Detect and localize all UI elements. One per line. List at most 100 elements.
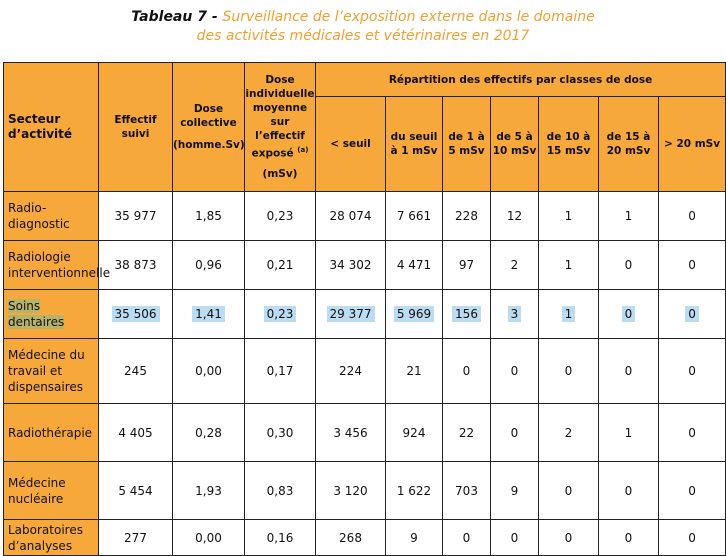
cell-class-1: 268 bbox=[315, 519, 386, 556]
cell-class-3: 22 bbox=[442, 403, 491, 462]
cell-value: 0 bbox=[688, 425, 696, 440]
cell-class-7: 0 bbox=[657, 519, 726, 556]
cell-value: 2 bbox=[510, 258, 519, 272]
cell-sector: Radiothérapie bbox=[3, 403, 99, 462]
cell-sector: Médecine du travail et dispensaires bbox=[3, 338, 99, 404]
cell-class-6: 1 bbox=[598, 403, 659, 462]
cell-class-5: 0 bbox=[538, 519, 599, 556]
cell-class-4: 0 bbox=[490, 519, 539, 556]
sector-label: Médecine du travail et dispensaires bbox=[8, 348, 85, 394]
header-effectif: Effectif suivi bbox=[98, 62, 173, 192]
cell-dose-individuelle: 0,23 bbox=[244, 289, 316, 339]
header-repartition: Répartition des effectifs par classes de… bbox=[314, 62, 726, 97]
cell-class-5: 1 bbox=[538, 289, 599, 339]
cell-dose-collective: 0,28 bbox=[172, 403, 245, 462]
cell-dose-collective: 0,96 bbox=[172, 240, 245, 290]
sector-label: Laboratoires d’analyses bbox=[8, 522, 83, 553]
cell-value: 34 302 bbox=[329, 258, 372, 272]
header-class-1: < seuil bbox=[315, 96, 386, 192]
cell-class-5: 0 bbox=[538, 338, 599, 404]
cell-effectif: 245 bbox=[98, 338, 173, 404]
cell-value: 1 bbox=[564, 258, 573, 272]
cell-sector: Radio-diagnostic bbox=[3, 191, 99, 241]
cell-class-4: 0 bbox=[490, 338, 539, 404]
cell-value: 0 bbox=[624, 483, 633, 498]
cell-value: 97 bbox=[458, 258, 475, 272]
cell-class-5: 2 bbox=[538, 403, 599, 462]
dose-surveillance-table: Secteur d’activité Effectif suivi Dose c… bbox=[3, 62, 726, 556]
cell-value: 35 977 bbox=[114, 209, 157, 223]
cell-value: 4 405 bbox=[118, 425, 153, 440]
cell-class-3: 0 bbox=[442, 338, 491, 404]
cell-value: 0,96 bbox=[195, 258, 222, 272]
sector-label: Soins dentaires bbox=[8, 299, 65, 329]
header-class-3: de 1 à 5 mSv bbox=[442, 96, 491, 192]
cell-dose-individuelle: 0,21 bbox=[244, 240, 316, 290]
cell-value: 0 bbox=[624, 364, 633, 378]
cell-value: 0 bbox=[688, 530, 696, 545]
table-row: Radiologie interventionnelle 38 873 0,96 0,… bbox=[3, 240, 726, 290]
cell-value: 3 456 bbox=[333, 425, 368, 440]
header-class-7: > 20 mSv bbox=[657, 96, 726, 192]
cell-class-5: 0 bbox=[538, 461, 599, 520]
cell-effectif: 35 977 bbox=[98, 191, 173, 241]
cell-dose-collective: 0,00 bbox=[172, 519, 245, 556]
cell-class-2: 9 bbox=[385, 519, 443, 556]
cell-sector: Laboratoires d’analyses bbox=[3, 519, 99, 556]
cell-class-7: 0 bbox=[657, 191, 726, 241]
table-row: Médecine du travail et dispensaires 245 0,… bbox=[3, 338, 726, 404]
cell-value: 9 bbox=[410, 530, 418, 545]
cell-class-1: 34 302 bbox=[315, 240, 386, 290]
cell-class-2: 924 bbox=[385, 403, 443, 462]
cell-class-6: 0 bbox=[598, 240, 659, 290]
cell-value: 268 bbox=[339, 530, 362, 545]
cell-class-7: 0 bbox=[657, 240, 726, 290]
cell-class-6: 1 bbox=[598, 191, 659, 241]
cell-dose-collective: 1,93 bbox=[172, 461, 245, 520]
cell-value: 0,83 bbox=[266, 483, 294, 498]
cell-value: 277 bbox=[124, 530, 147, 545]
cell-class-4: 3 bbox=[490, 289, 539, 339]
cell-value: 0,00 bbox=[195, 530, 222, 545]
cell-value: 0 bbox=[685, 306, 699, 322]
cell-value: 5 969 bbox=[393, 306, 435, 322]
header-class-2: du seuil à 1 mSv bbox=[385, 96, 443, 192]
table-row: Radiothérapie 4 405 0,28 0,30 3 456 924 22 0 2 1 0 bbox=[3, 403, 726, 462]
cell-dose-collective: 0,00 bbox=[172, 338, 245, 404]
cell-value: 0 bbox=[624, 258, 633, 272]
cell-class-3: 228 bbox=[442, 191, 491, 241]
cell-effectif: 35 506 bbox=[98, 289, 173, 339]
cell-value: 29 377 bbox=[326, 306, 375, 322]
cell-value: 228 bbox=[455, 209, 478, 223]
cell-value: 5 454 bbox=[118, 483, 153, 498]
cell-value: 35 506 bbox=[111, 306, 160, 322]
cell-value: 703 bbox=[455, 483, 478, 498]
table-row: Médecine nucléaire 5 454 1,93 0,83 3 120 1 62… bbox=[3, 461, 726, 520]
cell-class-1: 3 456 bbox=[315, 403, 386, 462]
cell-value: 1 bbox=[561, 306, 576, 322]
cell-class-4: 9 bbox=[490, 461, 539, 520]
cell-class-2: 5 969 bbox=[385, 289, 443, 339]
cell-effectif: 277 bbox=[98, 519, 173, 556]
table-title: Tableau 7 - Surveillance de l’exposition… bbox=[0, 8, 726, 46]
cell-value: 7 661 bbox=[396, 209, 432, 223]
header-dose-collective: Dose collective (homme.Sv) bbox=[172, 62, 245, 192]
table-row: Soins dentaires 35 506 1,41 0,23 29 377 5 969… bbox=[3, 289, 726, 339]
cell-value: 38 873 bbox=[114, 258, 157, 272]
cell-class-1: 28 074 bbox=[315, 191, 386, 241]
cell-sector: Radiologie interventionnelle bbox=[3, 240, 110, 290]
cell-sector: Soins dentaires bbox=[3, 289, 99, 339]
cell-value: 1 bbox=[624, 209, 633, 223]
cell-class-6: 0 bbox=[598, 289, 659, 339]
cell-value: 9 bbox=[510, 483, 519, 498]
cell-value: 0,21 bbox=[266, 258, 294, 272]
cell-class-7: 0 bbox=[657, 338, 726, 404]
cell-value: 1,85 bbox=[195, 209, 222, 223]
cell-value: 0,30 bbox=[266, 425, 294, 440]
cell-value: 0,16 bbox=[266, 530, 294, 545]
cell-class-4: 0 bbox=[490, 403, 539, 462]
cell-value: 1 bbox=[624, 425, 633, 440]
cell-sector: Médecine nucléaire bbox=[3, 461, 99, 520]
sector-label: Radiothérapie bbox=[8, 425, 93, 440]
cell-class-3: 703 bbox=[442, 461, 491, 520]
